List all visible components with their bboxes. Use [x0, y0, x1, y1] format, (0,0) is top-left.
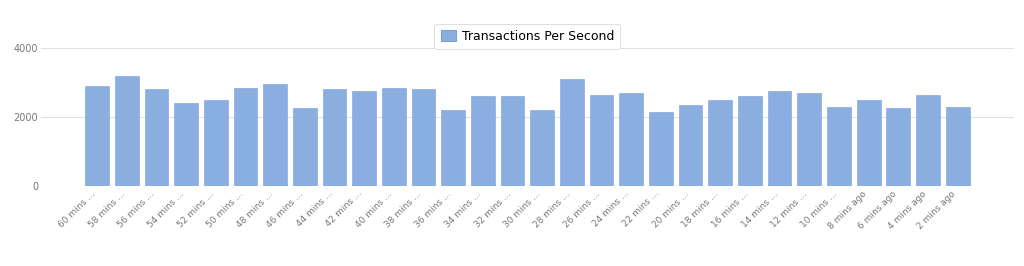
- Bar: [293, 109, 316, 186]
- Bar: [679, 105, 702, 186]
- Bar: [827, 107, 851, 186]
- Bar: [115, 76, 138, 186]
- Bar: [144, 89, 168, 186]
- Bar: [530, 110, 554, 186]
- Bar: [382, 88, 406, 186]
- Bar: [620, 93, 643, 186]
- Bar: [560, 79, 584, 186]
- Bar: [916, 95, 940, 186]
- Bar: [590, 95, 613, 186]
- Bar: [887, 109, 910, 186]
- Bar: [649, 112, 673, 186]
- Bar: [738, 96, 762, 186]
- Bar: [946, 107, 970, 186]
- Bar: [471, 96, 495, 186]
- Bar: [174, 103, 198, 186]
- Bar: [85, 86, 109, 186]
- Bar: [441, 110, 465, 186]
- Bar: [798, 93, 821, 186]
- Legend: Transactions Per Second: Transactions Per Second: [434, 24, 621, 49]
- Bar: [204, 100, 227, 186]
- Bar: [768, 91, 792, 186]
- Bar: [352, 91, 376, 186]
- Bar: [263, 84, 287, 186]
- Bar: [233, 88, 257, 186]
- Bar: [709, 100, 732, 186]
- Bar: [501, 96, 524, 186]
- Bar: [412, 89, 435, 186]
- Bar: [857, 100, 881, 186]
- Bar: [323, 89, 346, 186]
